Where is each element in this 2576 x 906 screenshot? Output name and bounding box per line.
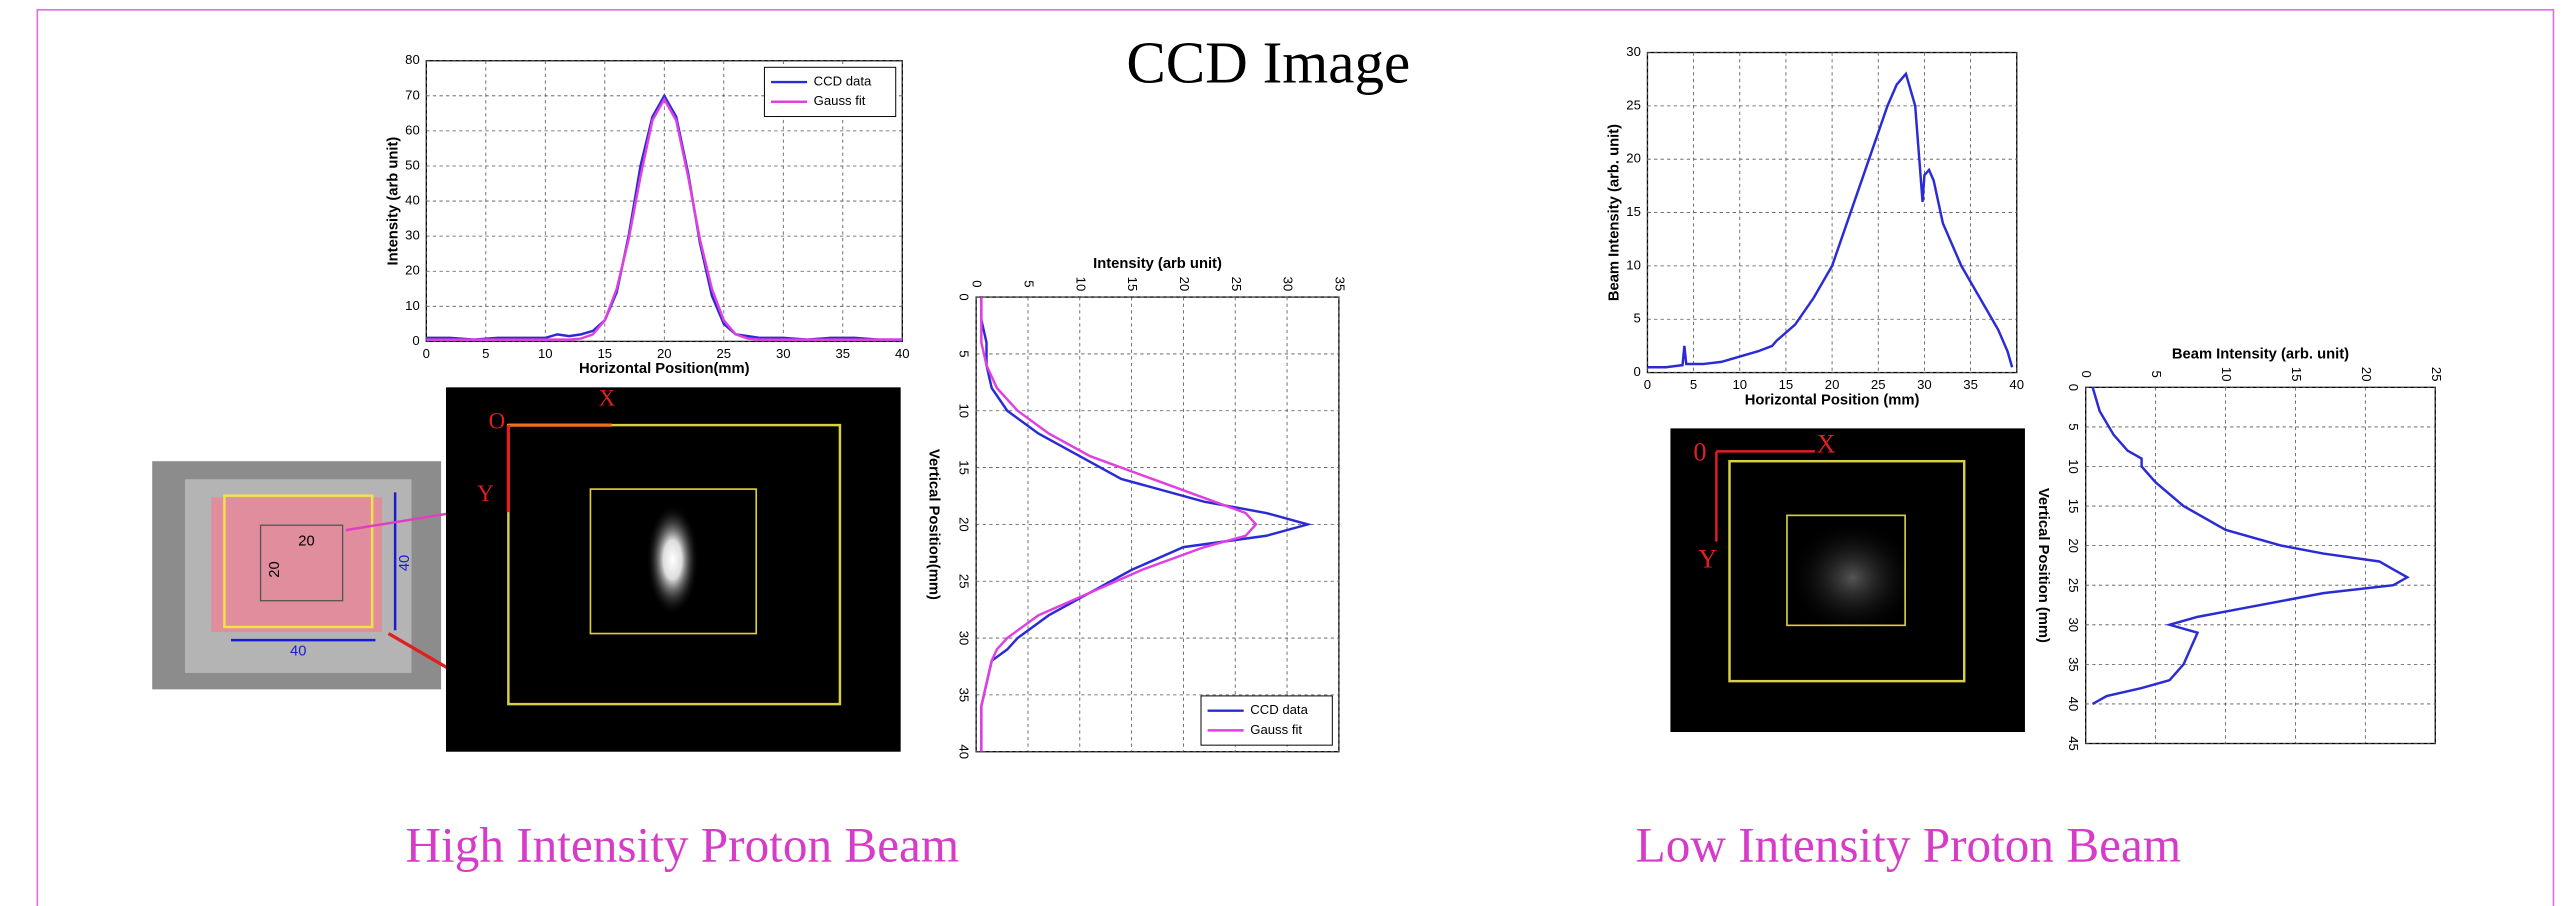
y-tick-label: 80 [405,52,420,67]
y-tick-label: 60 [405,122,420,137]
x-tick-label: 20 [957,517,972,532]
y-tick-label: 15 [1626,204,1641,219]
x-tick-label: 0 [423,346,430,361]
x-tick-label: 15 [598,346,613,361]
x-tick-label: 5 [957,350,972,357]
chart: 0 5 10 15 20 25 30 35 40 0 5 10 15 20 25 30 35 Intensity … [926,256,1348,759]
y-tick-label: 30 [1626,44,1641,59]
y-tick-label: 0 [412,333,419,348]
legend-label: Gauss fit [814,93,866,108]
x-tick-label: 5 [1690,377,1697,392]
y-tick-label: 35 [1332,277,1347,292]
x-tick-label: 40 [2066,697,2081,712]
y-tick-label: 70 [405,87,420,102]
y-tick-label: 20 [1626,151,1641,166]
y-tick-label: 30 [405,228,420,243]
x-tick-label: 15 [957,460,972,475]
y-tick-label: 20 [405,263,420,278]
photo-label: 40 [397,555,413,571]
y-tick-label: 5 [1022,280,1037,287]
x-tick-label: 10 [2066,459,2081,474]
x-tick-label: 20 [1825,377,1840,392]
axis-title: Intensity (arb unit) [1093,256,1222,272]
x-tick-label: 45 [2066,736,2081,751]
y-tick-label: 25 [2429,367,2444,382]
axis-marker: X [1817,429,1836,458]
axis-title: Vertical Position (mm) [2035,488,2051,643]
photo-label: 40 [290,644,306,660]
x-tick-label: 30 [2066,617,2081,632]
y-tick-label: 0 [1634,364,1641,379]
axis-marker: Y [477,481,494,506]
x-tick-label: 15 [1779,377,1794,392]
x-tick-label: 40 [957,744,972,759]
slide-title: CCD Image [1126,29,1410,95]
y-tick-label: 10 [2219,367,2234,382]
legend-label: Gauss fit [1250,722,1302,737]
x-tick-label: 10 [1732,377,1747,392]
y-tick-label: 5 [2149,371,2164,378]
x-tick-label: 30 [957,631,972,646]
photo-label: 20 [298,534,314,550]
ccd-image: 0 X Y [1670,428,2025,732]
y-tick-label: 5 [1634,311,1641,326]
axis-marker: X [599,386,616,411]
axis-title: Beam Intensity (arb. unit) [2172,346,2349,362]
caption: High Intensity Proton Beam [406,817,960,872]
axis-title: Horizontal Position(mm) [579,361,750,377]
y-tick-label: 10 [1626,257,1641,272]
x-tick-label: 20 [2066,538,2081,553]
y-tick-label: 50 [405,157,420,172]
x-tick-label: 35 [835,346,850,361]
x-tick-label: 30 [1917,377,1932,392]
x-tick-label: 5 [2066,423,2081,430]
photo-label: 20 [267,561,283,577]
chart: 0 5 10 15 20 25 30 35 40 45 0 5 10 15 20 25 Beam Intensi… [2035,346,2444,750]
x-tick-label: 25 [1871,377,1886,392]
y-tick-label: 25 [1626,97,1641,112]
y-tick-label: 10 [1073,277,1088,292]
y-tick-label: 25 [1229,277,1244,292]
x-tick-label: 35 [1963,377,1978,392]
x-tick-label: 40 [2009,377,2024,392]
x-tick-label: 25 [2066,578,2081,593]
x-tick-label: 35 [2066,657,2081,672]
y-tick-label: 30 [1281,277,1296,292]
y-tick-label: 0 [2079,371,2094,378]
chart: 0 5 10 15 20 25 30 35 40 0 10 20 30 40 50 60 70 80 Horizon… [385,52,909,377]
x-tick-label: 15 [2066,499,2081,514]
x-tick-label: 10 [538,346,553,361]
y-tick-label: 40 [405,193,420,208]
slide: CCD Image High Intensity Proton Beam Low… [0,0,2576,906]
legend-label: CCD data [1250,702,1308,717]
x-tick-label: 35 [957,688,972,703]
axis-title: Intensity (arb unit) [385,137,401,266]
y-tick-label: 15 [1125,277,1140,292]
x-tick-label: 5 [482,346,489,361]
x-tick-label: 10 [957,403,972,418]
y-tick-label: 10 [405,298,420,313]
y-tick-label: 15 [2289,367,2304,382]
x-tick-label: 0 [2066,384,2081,391]
y-tick-label: 20 [1177,277,1192,292]
y-tick-label: 0 [970,280,985,287]
x-tick-label: 30 [776,346,791,361]
ccd-image: O X Y [446,386,901,752]
x-tick-label: 25 [957,574,972,589]
x-tick-label: 40 [895,346,910,361]
x-tick-label: 20 [657,346,672,361]
x-tick-label: 0 [1644,377,1651,392]
axis-marker: 0 [1693,438,1706,467]
axis-title: Horizontal Position (mm) [1745,392,1920,408]
y-tick-label: 20 [2359,367,2374,382]
caption: Low Intensity Proton Beam [1636,817,2181,872]
axis-marker: O [489,409,506,434]
axis-marker: Y [1698,544,1717,573]
legend-label: CCD data [814,74,872,89]
x-tick-label: 25 [716,346,731,361]
axis-title: Beam Intensity (arb. unit) [1607,124,1623,301]
x-tick-label: 0 [957,293,972,300]
axis-title: Vertical Position(mm) [926,449,942,600]
